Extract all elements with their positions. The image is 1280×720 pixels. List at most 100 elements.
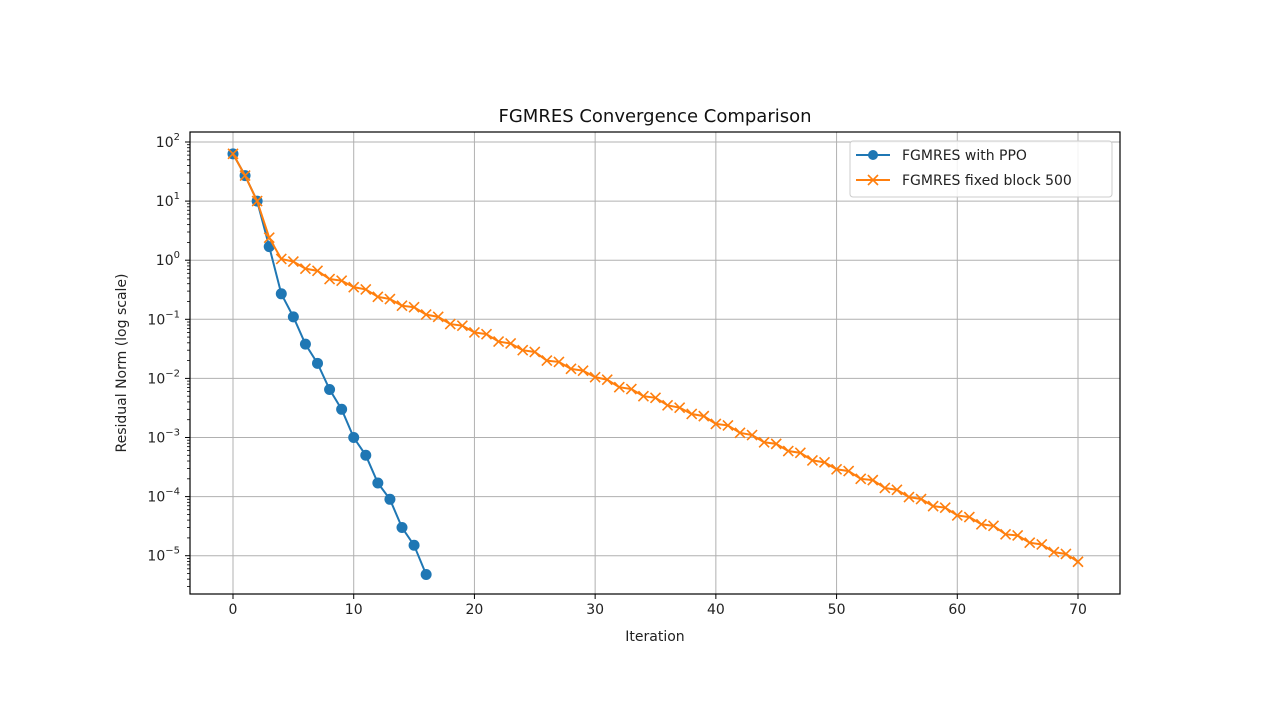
- data-point: [336, 275, 348, 287]
- data-point: [396, 522, 408, 534]
- data-point: [601, 374, 613, 386]
- x-tick-label: 50: [828, 602, 846, 618]
- data-point: [227, 148, 239, 160]
- data-point: [891, 484, 903, 496]
- data-point: [951, 509, 963, 522]
- x-tick-label: 20: [466, 602, 484, 618]
- chart-title: FGMRES Convergence Comparison: [498, 106, 811, 127]
- x-tick-label: 10: [345, 602, 363, 618]
- data-point: [420, 309, 432, 321]
- data-point: [686, 408, 698, 420]
- data-point: [348, 432, 360, 443]
- data-point: [867, 474, 879, 486]
- data-point: [324, 273, 336, 285]
- data-point: [975, 518, 987, 530]
- data-point: [444, 318, 456, 330]
- data-point: [299, 263, 311, 275]
- data-point: [963, 511, 975, 523]
- data-point: [722, 419, 734, 432]
- data-point: [782, 445, 794, 457]
- y-tick-label: 10−5: [147, 546, 180, 565]
- data-point: [396, 300, 408, 312]
- x-tick-label: 60: [948, 602, 966, 618]
- data-point: [746, 429, 758, 441]
- y-axis-label: Residual Norm (log scale): [114, 274, 130, 453]
- data-point: [287, 255, 299, 268]
- data-point: [336, 403, 348, 415]
- data-point: [879, 482, 891, 494]
- data-point: [312, 357, 323, 369]
- data-point: [1048, 546, 1060, 558]
- legend: FGMRES with PPO FGMRES fixed block 500: [849, 140, 1113, 198]
- data-point: [674, 402, 686, 414]
- data-point: [348, 281, 360, 293]
- data-point: [480, 328, 493, 340]
- data-point: [311, 265, 324, 277]
- data-point: [372, 477, 384, 489]
- data-point: [987, 520, 1000, 532]
- data-point: [613, 381, 625, 393]
- x-tick-label: 40: [707, 602, 725, 618]
- data-point: [324, 383, 336, 395]
- data-point: [360, 283, 372, 296]
- data-point: [589, 371, 601, 383]
- y-tick-label: 101: [156, 191, 180, 210]
- data-point: [263, 232, 275, 244]
- data-point: [939, 502, 951, 514]
- data-point: [1024, 537, 1036, 549]
- data-point: [432, 311, 444, 323]
- y-tick-label: 10−1: [147, 309, 180, 328]
- y-tick-label: 100: [156, 250, 180, 269]
- data-point: [734, 427, 746, 439]
- data-point: [903, 491, 915, 503]
- data-point: [698, 410, 710, 422]
- data-point: [710, 418, 722, 430]
- y-tick-label: 10−3: [147, 428, 180, 447]
- data-point: [565, 363, 577, 375]
- series-ppo: [227, 148, 432, 581]
- data-point: [625, 383, 637, 395]
- circle-marker-icon: [868, 150, 878, 160]
- data-point: [287, 311, 299, 323]
- data-point: [541, 355, 553, 367]
- data-point: [758, 436, 770, 448]
- data-point: [468, 326, 480, 338]
- data-point: [818, 456, 831, 468]
- data-point: [384, 493, 396, 505]
- data-point: [662, 399, 674, 411]
- data-point: [275, 288, 287, 300]
- data-point: [275, 253, 287, 265]
- legend-label-ppo: FGMRES with PPO: [902, 148, 1027, 164]
- data-point: [915, 493, 927, 505]
- data-point: [1072, 556, 1084, 568]
- data-point: [1012, 529, 1024, 542]
- x-axis-ticks: 0 10 20 30 40 50 60 70: [229, 594, 1087, 618]
- series-fixed-block: [227, 148, 1084, 568]
- x-tick-label: 0: [229, 602, 238, 618]
- data-point: [927, 500, 939, 512]
- data-series: [227, 148, 1084, 581]
- x-axis-label: Iteration: [625, 629, 684, 645]
- data-point: [299, 338, 311, 350]
- data-point: [360, 449, 372, 461]
- data-point: [553, 356, 565, 368]
- data-point: [505, 337, 517, 350]
- data-point: [794, 447, 806, 459]
- data-point: [456, 320, 468, 332]
- legend-item-fixed: FGMRES fixed block 500: [856, 173, 1072, 189]
- data-point: [855, 473, 867, 485]
- plot-frame: [189, 131, 1121, 595]
- x-marker-icon: [867, 174, 879, 186]
- series-line: [232, 153, 1079, 563]
- data-point: [1060, 548, 1072, 560]
- legend-box: [849, 140, 1113, 198]
- data-point: [1000, 528, 1012, 540]
- data-point: [239, 170, 251, 182]
- grid-lines: [190, 132, 1120, 594]
- data-point: [493, 336, 505, 348]
- legend-label-fixed: FGMRES fixed block 500: [902, 173, 1072, 189]
- data-point: [384, 293, 396, 305]
- data-point: [649, 392, 662, 404]
- data-point: [420, 569, 432, 581]
- data-point: [408, 539, 420, 551]
